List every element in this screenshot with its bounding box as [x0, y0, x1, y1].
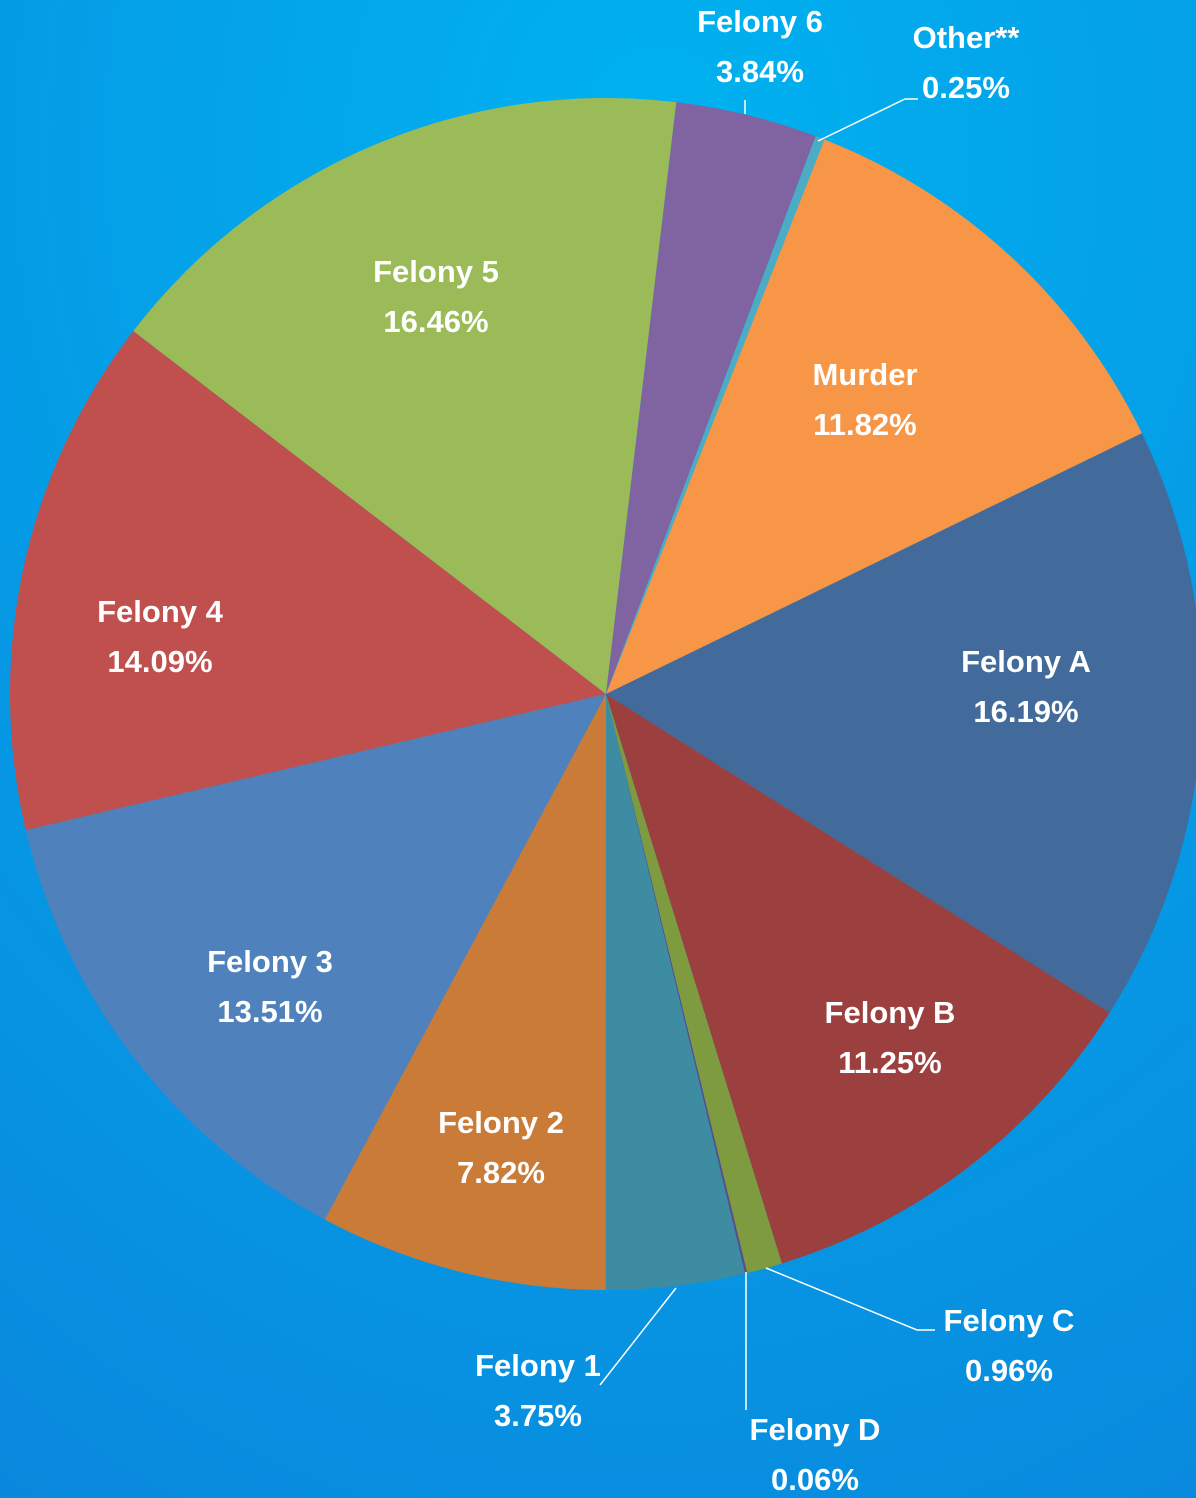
pie-slice	[606, 433, 1196, 1013]
value-label: 0.96%	[965, 1353, 1053, 1388]
pie-slice	[605, 694, 746, 1290]
value-label: 0.25%	[922, 70, 1010, 105]
slice-label: Felony 2	[438, 1105, 564, 1140]
pie-slice	[25, 694, 607, 1220]
value-label: 7.82%	[457, 1155, 545, 1190]
pie-slice	[606, 102, 816, 695]
value-label: 16.46%	[383, 304, 488, 339]
leader-line	[765, 1267, 935, 1331]
value-label: 16.19%	[973, 694, 1078, 729]
slice-label: Felony B	[825, 995, 956, 1030]
value-label: 3.84%	[716, 54, 804, 89]
pie-slice	[606, 694, 748, 1274]
slice-label: Felony A	[961, 644, 1091, 679]
leader-line	[599, 1287, 677, 1386]
pie-slice	[606, 139, 1142, 694]
value-label: 14.09%	[107, 644, 212, 679]
value-label: 0.06%	[771, 1462, 859, 1497]
pie-slice	[606, 694, 1110, 1264]
slice-label: Felony 1	[475, 1348, 601, 1383]
slice-label: Other**	[913, 20, 1021, 55]
pie-slice	[324, 694, 606, 1290]
value-label: 3.75%	[494, 1398, 582, 1433]
slice-label: Felony C	[944, 1303, 1075, 1338]
leader-line	[817, 98, 918, 142]
slice-label: Felony D	[750, 1412, 881, 1447]
slice-label: Felony 5	[373, 254, 499, 289]
value-label: 13.51%	[217, 994, 322, 1029]
slice-label: Felony 3	[207, 944, 333, 979]
pie-slice	[9, 331, 606, 831]
slice-label: Felony 6	[697, 4, 823, 39]
slice-label: Murder	[812, 357, 917, 392]
value-label: 11.25%	[838, 1045, 941, 1080]
pie-slice	[606, 136, 825, 694]
slice-label: Felony 4	[97, 594, 224, 629]
pie-slice	[606, 694, 782, 1274]
pie-slice	[133, 98, 677, 694]
value-label: 11.82%	[813, 407, 916, 442]
